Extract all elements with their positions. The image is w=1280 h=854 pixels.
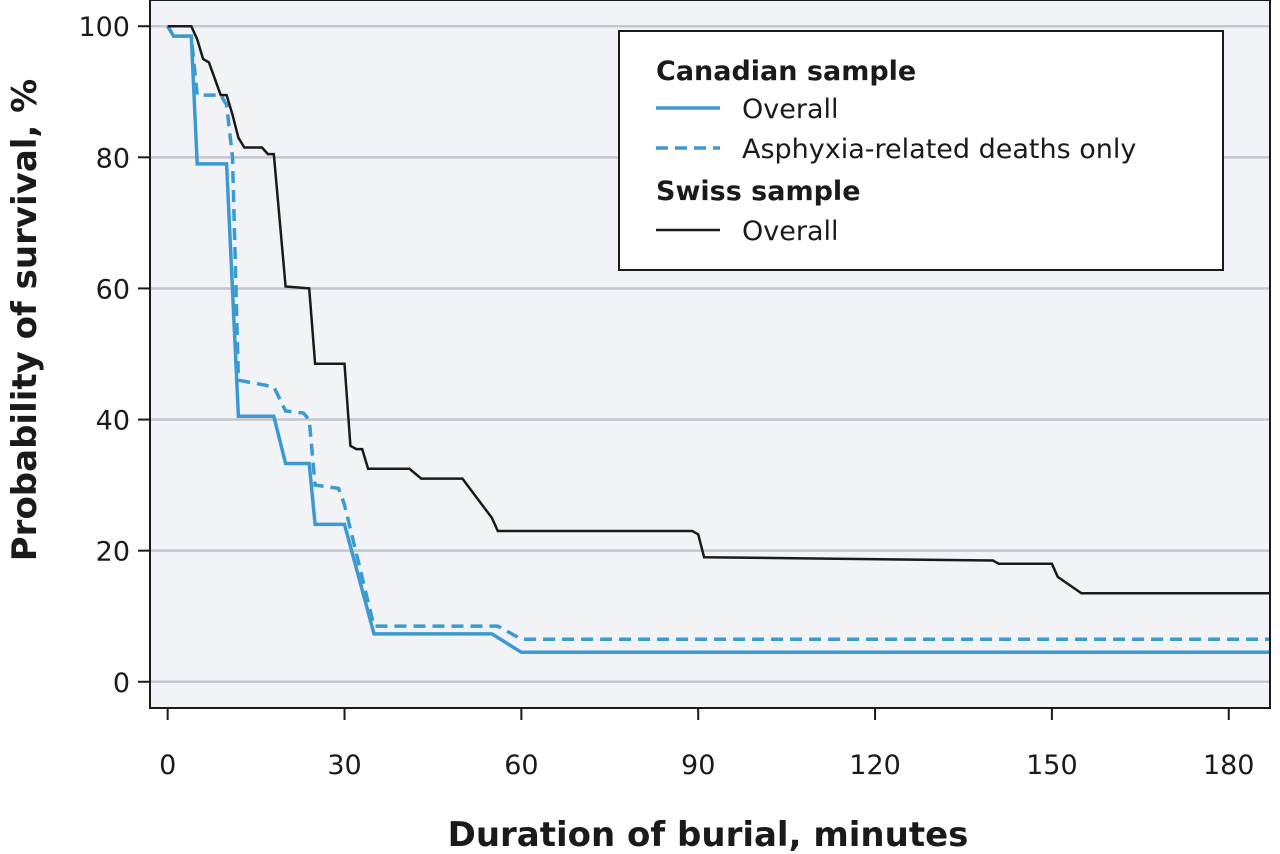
y-tick-label-80: 80 [96, 143, 130, 174]
x-tick-label-120: 120 [849, 750, 901, 781]
y-tick-label-40: 40 [96, 406, 130, 437]
x-tick-label-90: 90 [681, 750, 715, 781]
series-line-0 [166, 25, 1270, 655]
legend: Canadian sample Overall Asphyxia-related… [618, 30, 1224, 271]
y-tick-label-100: 100 [78, 12, 130, 43]
legend-heading-swiss: Swiss sample [656, 176, 861, 207]
y-axis-title: Probability of survival, % [5, 79, 45, 561]
series-lines [166, 24, 1270, 655]
x-tick-label-0: 0 [159, 750, 176, 781]
grid-lines [150, 24, 1270, 684]
series-line-1 [166, 25, 1270, 641]
legend-label-canadian-overall: Overall [742, 94, 839, 125]
y-tick-label-60: 60 [96, 274, 130, 305]
x-axis-title: Duration of burial, minutes [448, 815, 969, 854]
x-tick-label-180: 180 [1203, 750, 1255, 781]
series-line-2 [167, 24, 1270, 595]
x-tick-label-60: 60 [504, 750, 538, 781]
legend-heading-canadian: Canadian sample [656, 56, 916, 87]
y-axis: 0 20 40 60 80 100 [78, 12, 150, 699]
legend-label-swiss-overall: Overall [742, 216, 839, 247]
x-axis: 0 30 60 90 120 150 180 [159, 708, 1255, 781]
y-tick-label-0: 0 [113, 668, 130, 699]
y-tick-label-20: 20 [96, 537, 130, 568]
x-tick-label-150: 150 [1026, 750, 1078, 781]
legend-label-canadian-asphyxia: Asphyxia-related deaths only [742, 134, 1136, 165]
x-tick-label-30: 30 [327, 750, 361, 781]
plot-frame [149, 0, 1271, 709]
